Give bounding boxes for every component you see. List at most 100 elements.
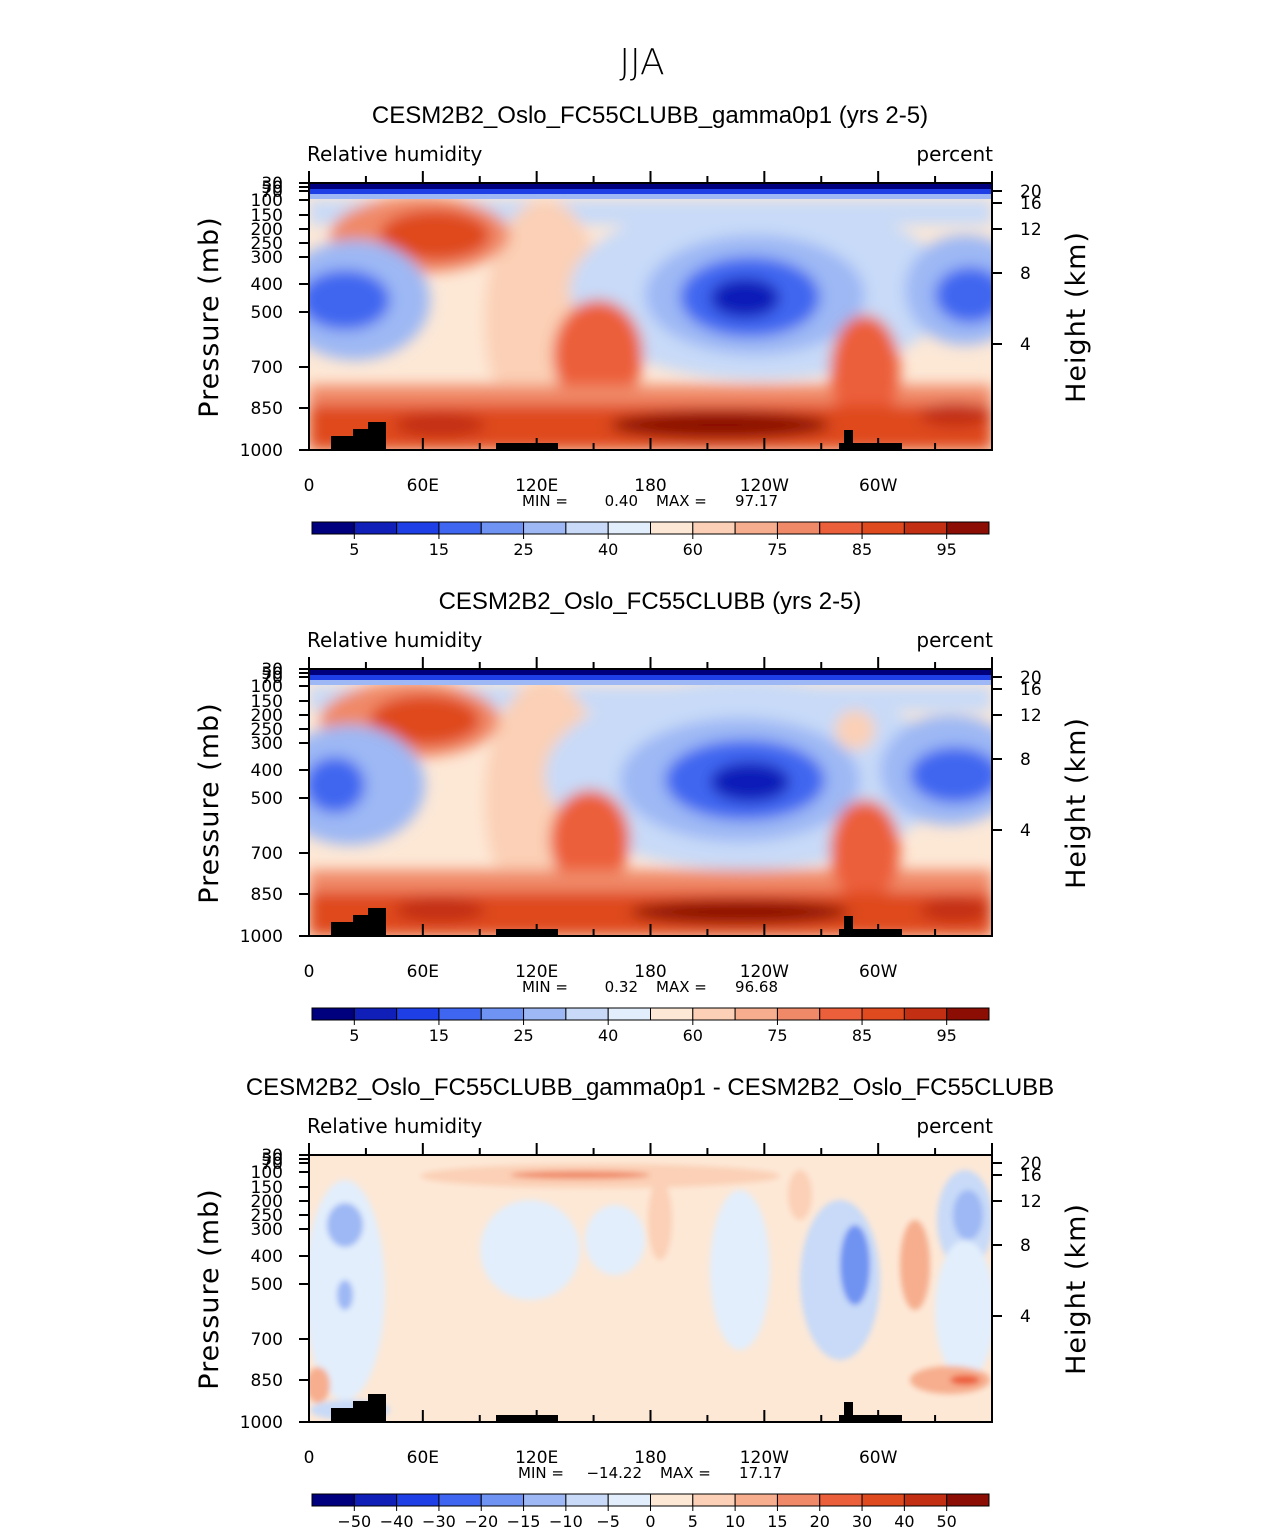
y-axis-label-right: Height (km): [1061, 231, 1092, 403]
colorbar-cell: [396, 1493, 440, 1507]
tick-marks: [299, 171, 1002, 451]
colorbar-cell: [565, 1493, 609, 1507]
y-tick-label: 700: [251, 1330, 283, 1350]
colorbar-tick-label: −40: [380, 1512, 414, 1531]
y-tick-label: 500: [251, 303, 283, 323]
colorbar-cell: [819, 1007, 863, 1021]
colorbar-cell: [946, 1007, 990, 1021]
colorbar-cell: [480, 1493, 525, 1507]
units-label: percent: [916, 1114, 993, 1138]
colorbar: −50 −40 −30 −20 −15 −10 −5 0 5 10 15 20 30 40 50: [311, 1493, 990, 1531]
x-tick-label: 180: [634, 1448, 666, 1468]
y-tick-label: 400: [251, 1247, 283, 1267]
min-value: −14.22: [586, 1464, 642, 1482]
x-tick-label: 60W: [859, 1448, 898, 1468]
colorbar-cell: [565, 1007, 609, 1021]
y-tick-label: 150: [251, 1178, 283, 1198]
x-tick-label: 0: [304, 476, 315, 496]
colorbar-cell: [607, 521, 651, 535]
colorbar-cell: [903, 1007, 948, 1021]
colorbar-cell: [946, 521, 990, 535]
y-tick-label: 1000: [240, 441, 283, 461]
x-tick-label: 120E: [515, 962, 558, 982]
x-tick-label: 60E: [407, 1448, 439, 1468]
y-right-tick-label: 20: [1020, 182, 1042, 202]
colorbar-cell: [861, 1493, 905, 1507]
y-tick-label: 200: [251, 706, 283, 726]
colorbar-tick-label: 25: [513, 540, 533, 559]
y-right-tick-label: 12: [1020, 706, 1042, 726]
y-axis-label-right: Height (km): [1061, 717, 1092, 889]
y-tick-label: 1000: [240, 1413, 283, 1433]
colorbar-tick-label: 95: [937, 540, 957, 559]
colorbar-cell: [353, 1007, 398, 1021]
y-tick-label: 150: [251, 692, 283, 712]
y-right-tick-label: 8: [1020, 1236, 1031, 1256]
y-tick-label: 500: [251, 1275, 283, 1295]
colorbar-tick-label: 10: [725, 1512, 745, 1531]
colorbar-cell: [819, 1493, 863, 1507]
y-right-tick-label: 20: [1020, 1154, 1042, 1174]
colorbar-cell: [692, 1493, 736, 1507]
colorbar-tick-label: 40: [598, 540, 618, 559]
y-tick-label: 50: [261, 1150, 283, 1170]
x-tick-label: 120W: [740, 962, 789, 982]
y-tick-label: 70: [261, 1154, 283, 1174]
y-tick-label: 150: [251, 206, 283, 226]
colorbar-tick-label: 85: [852, 1026, 872, 1045]
y-tick-label: 850: [251, 1371, 283, 1391]
colorbar-cell: [607, 1493, 651, 1507]
y-axis-label: Pressure (mb): [194, 216, 225, 417]
colorbar-tick-label: −15: [507, 1512, 541, 1531]
contour-field: [309, 183, 992, 450]
y-axis-label-right: Height (km): [1061, 1203, 1092, 1375]
panel-3: CESM2B2_Oslo_FC55CLUBB_gamma0p1 - CESM2B…: [194, 1074, 1092, 1531]
min-label: MIN =: [518, 1464, 564, 1482]
y-tick-label: 30: [261, 660, 283, 680]
colorbar-cell: [396, 521, 440, 535]
colorbar-cell: [861, 1007, 905, 1021]
y-right-tick-label: 8: [1020, 264, 1031, 284]
colorbar-tick-label: 75: [767, 1026, 787, 1045]
colorbar-cell: [396, 1007, 440, 1021]
colorbar-cell: [480, 521, 525, 535]
panel-2: CESM2B2_Oslo_FC55CLUBB (yrs 2-5) Relativ…: [194, 588, 1092, 1045]
y-tick-label: 100: [251, 1163, 283, 1183]
colorbar-cell: [523, 1493, 567, 1507]
colorbar-tick-label: 75: [767, 540, 787, 559]
colorbar-tick-label: 5: [688, 1512, 698, 1531]
colorbar-tick-label: 5: [349, 540, 359, 559]
colorbar-tick-label: 5: [349, 1026, 359, 1045]
y-tick-label: 70: [261, 182, 283, 202]
colorbar-cell: [819, 521, 863, 535]
colorbar-tick-label: −10: [549, 1512, 583, 1531]
y-tick-label: 1000: [240, 927, 283, 947]
colorbar-cell: [734, 521, 778, 535]
colorbar-tick-label: −5: [596, 1512, 620, 1531]
colorbar-tick-label: 60: [683, 540, 703, 559]
colorbar-tick-label: 15: [429, 1026, 449, 1045]
max-label: MAX =: [656, 978, 707, 996]
x-tick-label: 120W: [740, 1448, 789, 1468]
colorbar-cell: [776, 521, 821, 535]
variable-label: Relative humidity: [307, 628, 482, 652]
colorbar-cell: [903, 1493, 948, 1507]
colorbar-cell: [776, 1493, 821, 1507]
y-tick-label: 300: [251, 734, 283, 754]
x-tick-label: 120E: [515, 476, 558, 496]
panel-title: CESM2B2_Oslo_FC55CLUBB (yrs 2-5): [439, 588, 862, 615]
y-right-tick-label: 4: [1020, 335, 1031, 355]
colorbar-tick-label: −30: [422, 1512, 456, 1531]
y-tick-label: 50: [261, 178, 283, 198]
colorbar-cell: [946, 1493, 990, 1507]
colorbar-cell: [650, 1493, 694, 1507]
y-tick-label: 100: [251, 677, 283, 697]
colorbar-cell: [480, 1007, 525, 1021]
min-value: 0.32: [605, 978, 638, 996]
y-tick-label: 250: [251, 234, 283, 254]
y-axis-label: Pressure (mb): [194, 702, 225, 903]
colorbar-cell: [565, 521, 609, 535]
units-label: percent: [916, 142, 993, 166]
colorbar-cell: [523, 521, 567, 535]
